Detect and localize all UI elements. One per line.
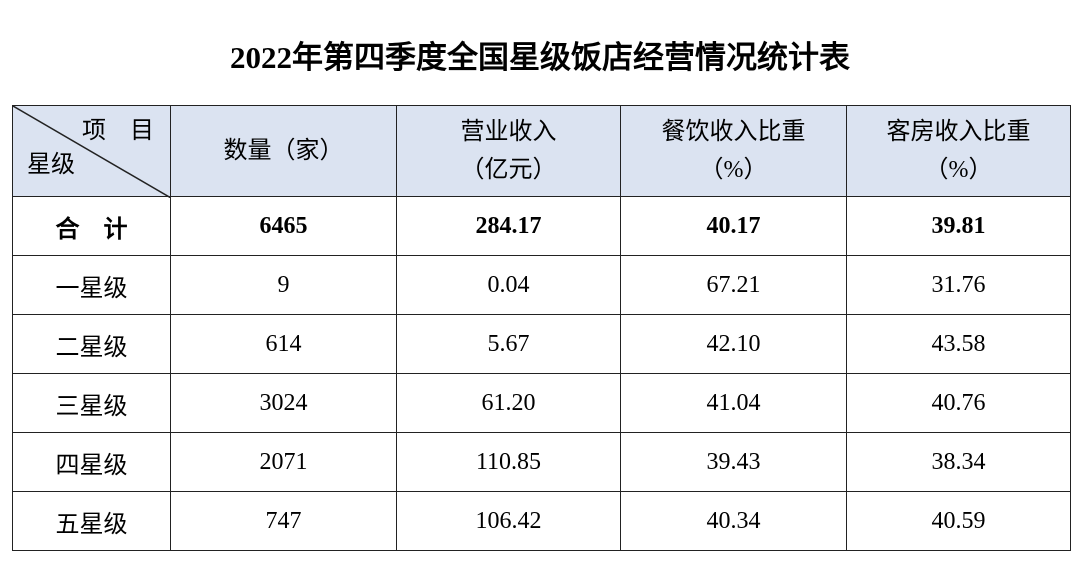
data-cell: 67.21 (620, 255, 847, 315)
data-cell: 43.58 (846, 314, 1071, 374)
data-cell: 0.04 (396, 255, 621, 315)
header-cell: 数量（家） (170, 105, 397, 197)
data-cell: 31.76 (846, 255, 1071, 315)
row-label-cell: 一星级 (12, 255, 171, 315)
data-cell: 110.85 (396, 432, 621, 492)
header-text: （%） (699, 157, 768, 183)
data-cell: 2071 (170, 432, 397, 492)
data-cell: 106.42 (396, 491, 621, 551)
row-label: 星级 (27, 152, 75, 178)
table-row: 五星级 747 106.42 40.34 40.59 (12, 491, 1071, 551)
stats-table: 项 目 星级 数量（家） 营业收入 （亿元） 餐饮收入比重 （%） 客房收入比重 （%） 合… (12, 105, 1071, 551)
row-label-cell: 四星级 (12, 432, 171, 492)
data-cell: 3024 (170, 373, 397, 433)
header-text: 餐饮收入比重 (661, 119, 806, 145)
header-cell: 客房收入比重 （%） (846, 105, 1071, 197)
data-cell: 39.43 (620, 432, 847, 492)
diagonal (13, 106, 171, 198)
data-cell: 284.17 (396, 196, 621, 256)
column-label: 项 目 (82, 118, 154, 144)
row-label-cell: 五星级 (12, 491, 171, 551)
data-cell: 40.59 (846, 491, 1071, 551)
row-label-cell: 三星级 (12, 373, 171, 433)
data-cell: 42.10 (620, 314, 847, 374)
data-cell: 5.67 (396, 314, 621, 374)
table-row: 三星级 3024 61.20 41.04 40.76 (12, 373, 1071, 433)
header-text: （亿元） (460, 157, 557, 183)
header-cell: 营业收入 （亿元） (396, 105, 621, 197)
table-row: 二星级 614 5.67 42.10 43.58 (12, 314, 1071, 374)
table-header: 项 目 星级 数量（家） 营业收入 （亿元） 餐饮收入比重 （%） 客房收入比重 （%） (12, 105, 1071, 198)
data-cell: 6465 (170, 196, 397, 256)
header-cell: 餐饮收入比重 （%） (620, 105, 847, 197)
header-row: 项 目 星级 数量（家） 营业收入 （亿元） 餐饮收入比重 （%） 客房收入比重 （%） (12, 105, 1071, 198)
data-cell: 40.17 (620, 196, 847, 256)
data-cell: 9 (170, 255, 397, 315)
table-row: 合 计 6465 284.17 40.17 39.81 (12, 196, 1071, 256)
data-cell: 41.04 (620, 373, 847, 433)
row-label-cell: 合 计 (12, 196, 171, 256)
header-text: 营业收入 (460, 119, 557, 145)
table-title: 2022年第四季度全国星级饭店经营情况统计表 (230, 40, 850, 75)
table-row: 一星级 9 0.04 67.21 31.76 (12, 255, 1071, 315)
data-cell: 61.20 (396, 373, 621, 433)
data-cell: 39.81 (846, 196, 1071, 256)
table-body: 合 计 6465 284.17 40.17 39.81 一星级 9 0.04 67.21 31.7… (12, 196, 1071, 551)
table-row: 四星级 2071 110.85 39.43 38.34 (12, 432, 1071, 492)
data-cell: 40.76 (846, 373, 1071, 433)
header-text: （%） (924, 157, 993, 183)
corner-cell: 项 目 星级 (12, 105, 171, 198)
data-cell: 40.34 (620, 491, 847, 551)
header-text: 数量（家） (223, 138, 344, 164)
data-cell: 747 (170, 491, 397, 551)
row-label-cell: 二星级 (12, 314, 171, 374)
data-cell: 614 (170, 314, 397, 374)
data-cell: 38.34 (846, 432, 1071, 492)
header-text: 客房收入比重 (886, 119, 1031, 145)
